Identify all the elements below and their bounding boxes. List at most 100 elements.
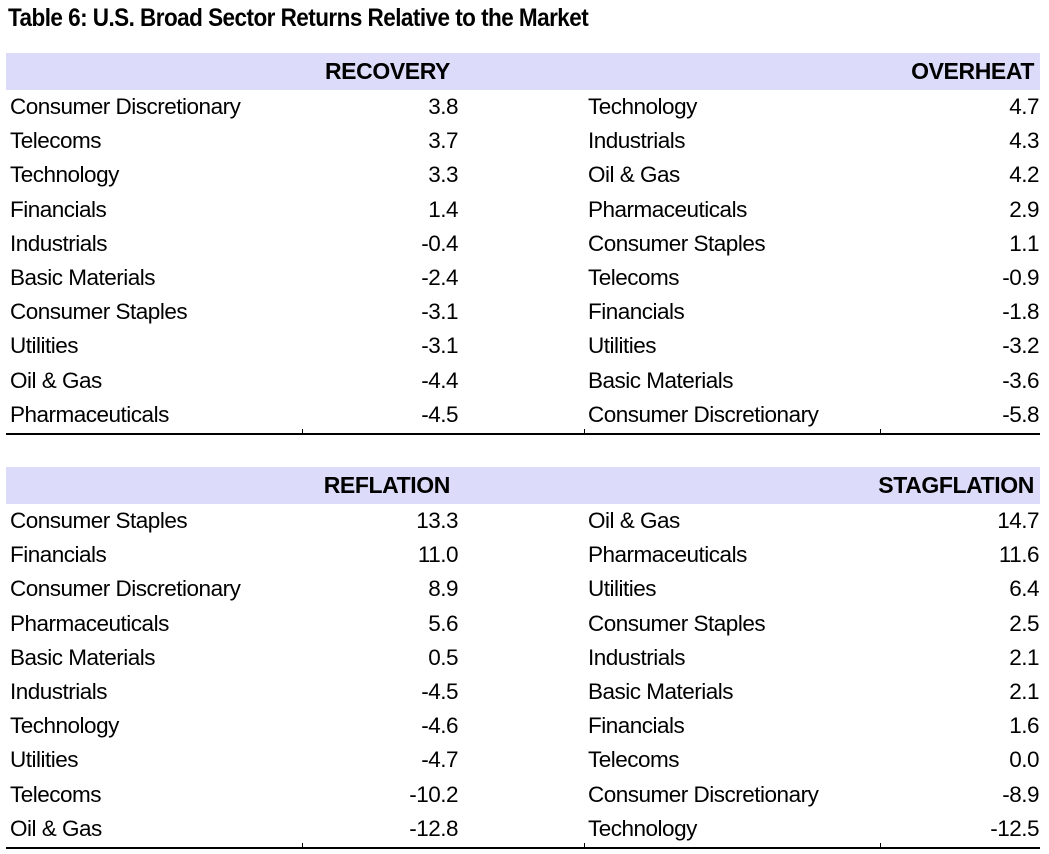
return-value: 0.0 bbox=[1009, 747, 1039, 773]
sector-label: Financials bbox=[588, 713, 685, 739]
table-row: Consumer Staples -3.1 bbox=[6, 295, 458, 329]
return-value: -4.6 bbox=[421, 713, 458, 739]
sector-label: Pharmaceuticals bbox=[588, 542, 747, 568]
table-row: Consumer Discretionary 8.9 bbox=[6, 572, 458, 606]
panel-header-overheat: OVERHEAT bbox=[911, 58, 1034, 84]
sector-label: Technology bbox=[10, 713, 119, 739]
return-value: -0.4 bbox=[421, 230, 458, 256]
return-value: 3.3 bbox=[428, 162, 458, 188]
sector-label: Pharmaceuticals bbox=[10, 401, 169, 427]
return-value: -2.4 bbox=[421, 264, 458, 290]
return-value: -1.8 bbox=[1002, 299, 1039, 325]
sector-label: Oil & Gas bbox=[588, 508, 680, 533]
sector-label: Technology bbox=[588, 815, 697, 841]
return-value: 4.2 bbox=[1009, 162, 1039, 188]
return-value: -3.1 bbox=[421, 333, 458, 359]
return-value: 13.3 bbox=[416, 508, 458, 533]
sector-label: Consumer Staples bbox=[10, 299, 188, 325]
sector-label: Oil & Gas bbox=[10, 367, 102, 393]
table-row: Industrials 2.1 bbox=[584, 641, 1039, 675]
table-row: Industrials 4.3 bbox=[584, 124, 1039, 158]
table-row: Telecoms 3.7 bbox=[6, 124, 458, 158]
return-value: -4.4 bbox=[421, 367, 458, 393]
table-row: Consumer Discretionary 3.8 bbox=[6, 90, 458, 124]
return-value: -10.2 bbox=[409, 781, 458, 807]
sector-label: Telecoms bbox=[10, 128, 102, 154]
header-band: REFLATION STAGFLATION bbox=[6, 467, 1040, 504]
sector-label: Consumer Discretionary bbox=[10, 576, 241, 602]
return-value: -3.1 bbox=[421, 299, 458, 325]
sector-label: Basic Materials bbox=[588, 367, 734, 393]
sector-label: Industrials bbox=[10, 230, 108, 256]
table-row: Financials 1.6 bbox=[584, 709, 1039, 743]
sector-label: Basic Materials bbox=[10, 644, 156, 670]
table-row: Technology -12.5 bbox=[584, 812, 1039, 846]
table-row: Basic Materials 0.5 bbox=[6, 641, 458, 675]
sector-label: Telecoms bbox=[10, 781, 102, 807]
return-value: -8.9 bbox=[1002, 781, 1039, 807]
sector-label: Industrials bbox=[588, 128, 686, 154]
header-band: RECOVERY OVERHEAT bbox=[6, 53, 1040, 90]
return-value: -3.6 bbox=[1002, 367, 1039, 393]
sector-label: Consumer Staples bbox=[588, 610, 766, 636]
return-value: 2.1 bbox=[1009, 644, 1039, 670]
sector-label: Telecoms bbox=[588, 747, 680, 773]
sector-label: Consumer Discretionary bbox=[10, 94, 241, 119]
table-row: Telecoms -10.2 bbox=[6, 778, 458, 812]
sector-label: Basic Materials bbox=[10, 264, 156, 290]
table-title: Table 6: U.S. Broad Sector Returns Relat… bbox=[8, 4, 589, 32]
table-row: Utilities -3.2 bbox=[584, 329, 1039, 363]
table-row: Industrials -4.5 bbox=[6, 675, 458, 709]
table-row: Basic Materials -2.4 bbox=[6, 261, 458, 295]
return-value: 3.7 bbox=[428, 128, 458, 154]
table-row: Technology 3.3 bbox=[6, 158, 458, 192]
table-block-top: RECOVERY OVERHEAT Consumer Discretionary… bbox=[6, 53, 1040, 435]
return-value: 2.5 bbox=[1009, 610, 1039, 636]
sector-label: Technology bbox=[10, 162, 119, 188]
table-row: Oil & Gas -12.8 bbox=[6, 812, 458, 846]
table-block-bottom: REFLATION STAGFLATION Consumer Staples 13… bbox=[6, 467, 1040, 849]
panel-recovery: Consumer Discretionary 3.8 Telecoms 3.7 Tech… bbox=[6, 90, 458, 432]
table-row: Technology -4.6 bbox=[6, 709, 458, 743]
table-row: Telecoms -0.9 bbox=[584, 261, 1039, 295]
return-value: 0.5 bbox=[428, 644, 458, 670]
return-value: 1.4 bbox=[428, 196, 458, 222]
column-tick bbox=[584, 843, 585, 848]
sector-label: Basic Materials bbox=[588, 678, 734, 704]
column-tick bbox=[584, 429, 585, 434]
return-value: 5.6 bbox=[428, 610, 458, 636]
return-value: 11.0 bbox=[417, 542, 459, 568]
return-value: 2.9 bbox=[1009, 196, 1039, 222]
table-row: Pharmaceuticals 2.9 bbox=[584, 193, 1039, 227]
sector-label: Consumer Staples bbox=[588, 230, 766, 256]
table-row: Consumer Staples 13.3 bbox=[6, 504, 458, 538]
panel-header-reflation: REFLATION bbox=[323, 472, 451, 498]
sector-label: Telecoms bbox=[588, 264, 680, 290]
return-value: -4.5 bbox=[421, 401, 458, 427]
sector-label: Consumer Staples bbox=[10, 508, 188, 533]
sector-label: Financials bbox=[10, 196, 107, 222]
table-row: Basic Materials -3.6 bbox=[584, 364, 1039, 398]
table-row: Utilities 6.4 bbox=[584, 572, 1039, 606]
table-row: Pharmaceuticals 11.6 bbox=[584, 538, 1040, 572]
table-row: Consumer Discretionary -5.8 bbox=[584, 398, 1039, 432]
table-row: Consumer Discretionary -8.9 bbox=[584, 778, 1039, 812]
panel-stagflation: Oil & Gas 14.7 Pharmaceuticals 11.6 Utilitie… bbox=[584, 504, 1040, 846]
return-value: -3.2 bbox=[1002, 333, 1039, 359]
return-value: 3.8 bbox=[428, 94, 458, 119]
return-value: -12.8 bbox=[409, 815, 458, 841]
return-value: -5.8 bbox=[1002, 401, 1039, 427]
sector-label: Pharmaceuticals bbox=[588, 196, 747, 222]
return-value: 8.9 bbox=[428, 576, 458, 602]
sector-label: Utilities bbox=[10, 333, 79, 359]
return-value: 2.1 bbox=[1009, 678, 1039, 704]
return-value: -4.5 bbox=[421, 678, 458, 704]
panel-reflation: Consumer Staples 13.3 Financials 11.0 Consum… bbox=[6, 504, 459, 846]
column-tick bbox=[880, 843, 881, 848]
sector-label: Industrials bbox=[10, 678, 108, 704]
return-value: 1.1 bbox=[1009, 230, 1039, 256]
return-value: 11.6 bbox=[998, 542, 1040, 568]
sector-label: Oil & Gas bbox=[10, 815, 102, 841]
sector-label: Utilities bbox=[588, 333, 657, 359]
sector-label: Consumer Discretionary bbox=[588, 401, 819, 427]
